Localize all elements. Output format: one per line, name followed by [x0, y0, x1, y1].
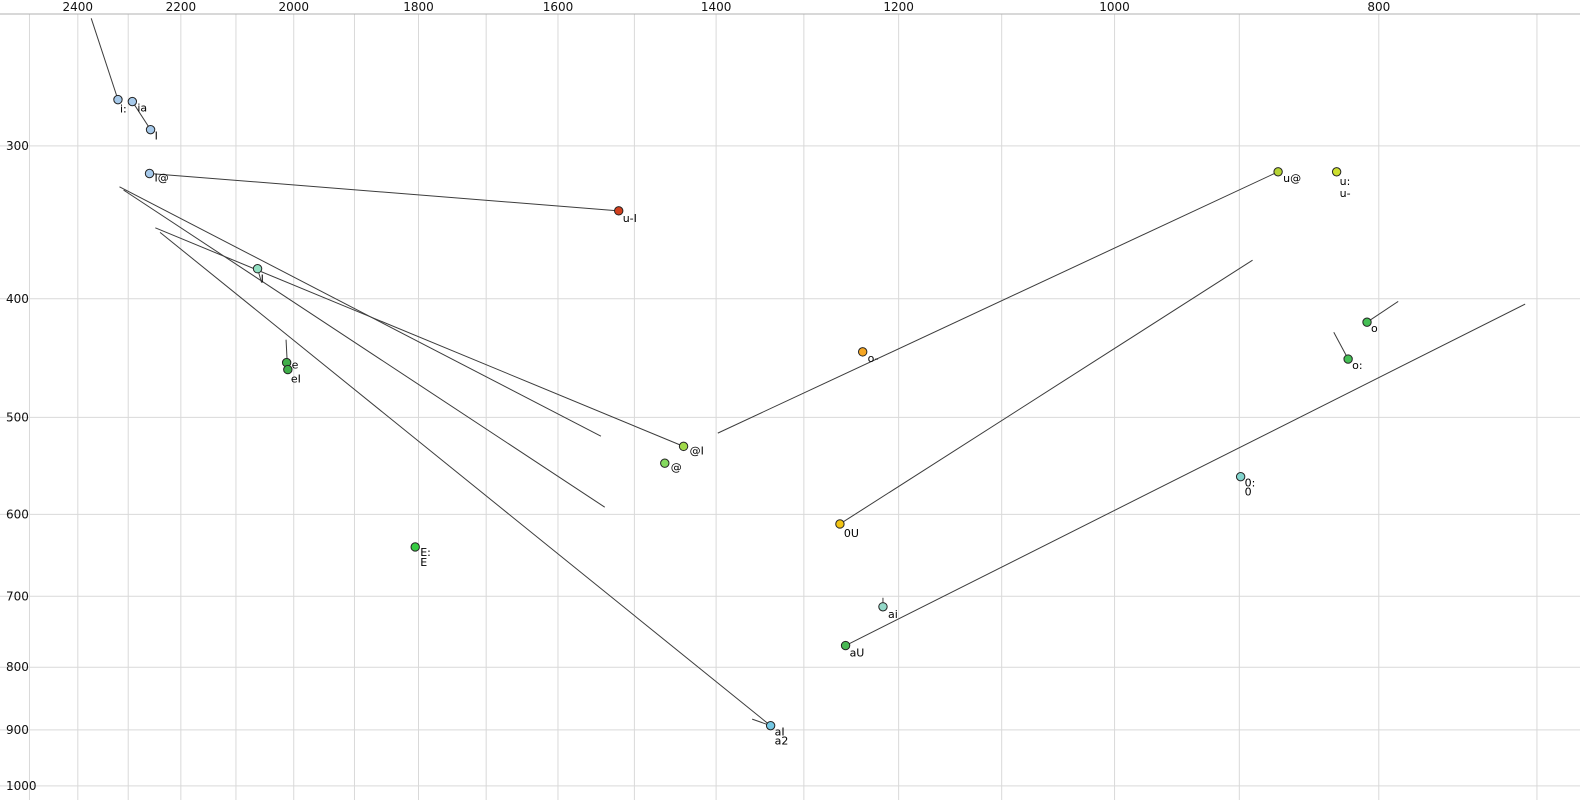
- vowel-label-i-long: i:: [120, 103, 127, 116]
- vowel-point-0U: [835, 519, 845, 529]
- vowel-label-I-schwa: I@: [155, 171, 169, 184]
- y-tick-label-800: 800: [6, 660, 29, 674]
- trajectory-ia-to-I: [131, 101, 151, 130]
- x-tick-label-2000: 2000: [278, 0, 309, 14]
- x-tick-label-1400: 1400: [701, 0, 732, 14]
- vowel-point-u-long: [1331, 167, 1342, 177]
- vowel-label-u-long: u:: [1340, 175, 1351, 188]
- vowel-point-i-long: [113, 94, 123, 105]
- vowel-label-aI-a2: aI: [775, 726, 785, 739]
- trajectory-fan-2: [123, 189, 606, 508]
- trajectory-o-long-slash: [1333, 332, 1349, 360]
- y-tick-label-700: 700: [6, 589, 29, 603]
- y-tick-label-500: 500: [6, 410, 29, 424]
- vowel-point-E: [410, 542, 420, 552]
- vowel-point-aU: [840, 640, 851, 651]
- x-tick-label-1800: 1800: [403, 0, 434, 14]
- vowel-label-u-at: u@: [1283, 172, 1301, 185]
- vowel-point-ai: [878, 602, 888, 612]
- vowel-label-o-long: o:: [1352, 359, 1362, 372]
- vowel-label-e: e: [292, 359, 299, 372]
- vowel-label-0: 0:: [1245, 477, 1256, 490]
- vowel-point-o-long: [1343, 354, 1353, 364]
- x-tick-label-2200: 2200: [166, 0, 197, 14]
- vowel-label-at-I: @I: [690, 444, 704, 457]
- vowel-label-u-long-1: u-: [1340, 187, 1351, 200]
- y-tick-label-300: 300: [6, 139, 29, 153]
- vowel-label-0-1: 0: [1245, 486, 1252, 499]
- vowel-label-E: E:: [420, 546, 431, 559]
- trajectory-fan-4: [159, 231, 771, 727]
- x-tick-label-800: 800: [1367, 0, 1390, 14]
- vowel-point-ia: [127, 96, 138, 107]
- trajectory-fan-3: [155, 227, 684, 447]
- vowel-point-eI: [283, 364, 293, 375]
- vowel-point-0: [1235, 471, 1246, 482]
- vowel-point-I-schwa: [144, 168, 155, 179]
- vowel-label-u-I: u-I: [623, 212, 637, 225]
- trajectory-to-u-at: [717, 171, 1279, 434]
- vowel-point-aI-a2: [765, 720, 776, 731]
- trajectory-o-slash: [1366, 301, 1399, 323]
- vowel-point-I-top: [145, 124, 156, 135]
- y-tick-label-600: 600: [6, 507, 29, 521]
- vowel-point-u-at: [1273, 167, 1283, 177]
- vowel-point-o-bar: [857, 347, 868, 357]
- y-tick-label-1000: 1000: [6, 779, 37, 793]
- x-tick-label-1600: 1600: [543, 0, 574, 14]
- trajectory-from-0U: [839, 259, 1253, 525]
- y-tick-label-900: 900: [6, 723, 29, 737]
- vowel-point-at: [660, 458, 670, 468]
- vowel-label-aI-a2-1: a2: [775, 735, 789, 748]
- trajectory-I-schwa-to-u-I: [149, 172, 619, 212]
- x-tick-label-2400: 2400: [63, 0, 94, 14]
- vowel-label-0U: 0U: [844, 527, 859, 540]
- vowel-label-eI: eI: [291, 373, 301, 386]
- y-tick-label-400: 400: [6, 292, 29, 306]
- vowel-point-u-I: [614, 206, 624, 216]
- trajectory-onset-to-i-long: [90, 18, 119, 100]
- vowel-label-o: o: [1371, 322, 1378, 335]
- vowel-point-o: [1362, 317, 1372, 327]
- vowel-label-at: @: [671, 461, 682, 474]
- trajectory-fan-1: [119, 186, 602, 437]
- vowel-label-aU: aU: [850, 647, 865, 660]
- vowel-label-I-mid: I: [261, 273, 264, 286]
- vowel-label-o-bar: o-: [868, 352, 879, 365]
- x-tick-label-1000: 1000: [1099, 0, 1130, 14]
- trajectory-from-aU: [845, 303, 1526, 646]
- vowel-point-at-I: [678, 441, 689, 452]
- vowel-point-I-mid: [252, 264, 263, 274]
- vowel-label-ai: ai: [888, 608, 898, 621]
- x-tick-label-1200: 1200: [883, 0, 914, 14]
- vowel-label-E-1: E: [420, 556, 427, 569]
- vowel-label-I-top: I: [155, 130, 158, 143]
- vowel-label-ia: ia: [137, 102, 147, 115]
